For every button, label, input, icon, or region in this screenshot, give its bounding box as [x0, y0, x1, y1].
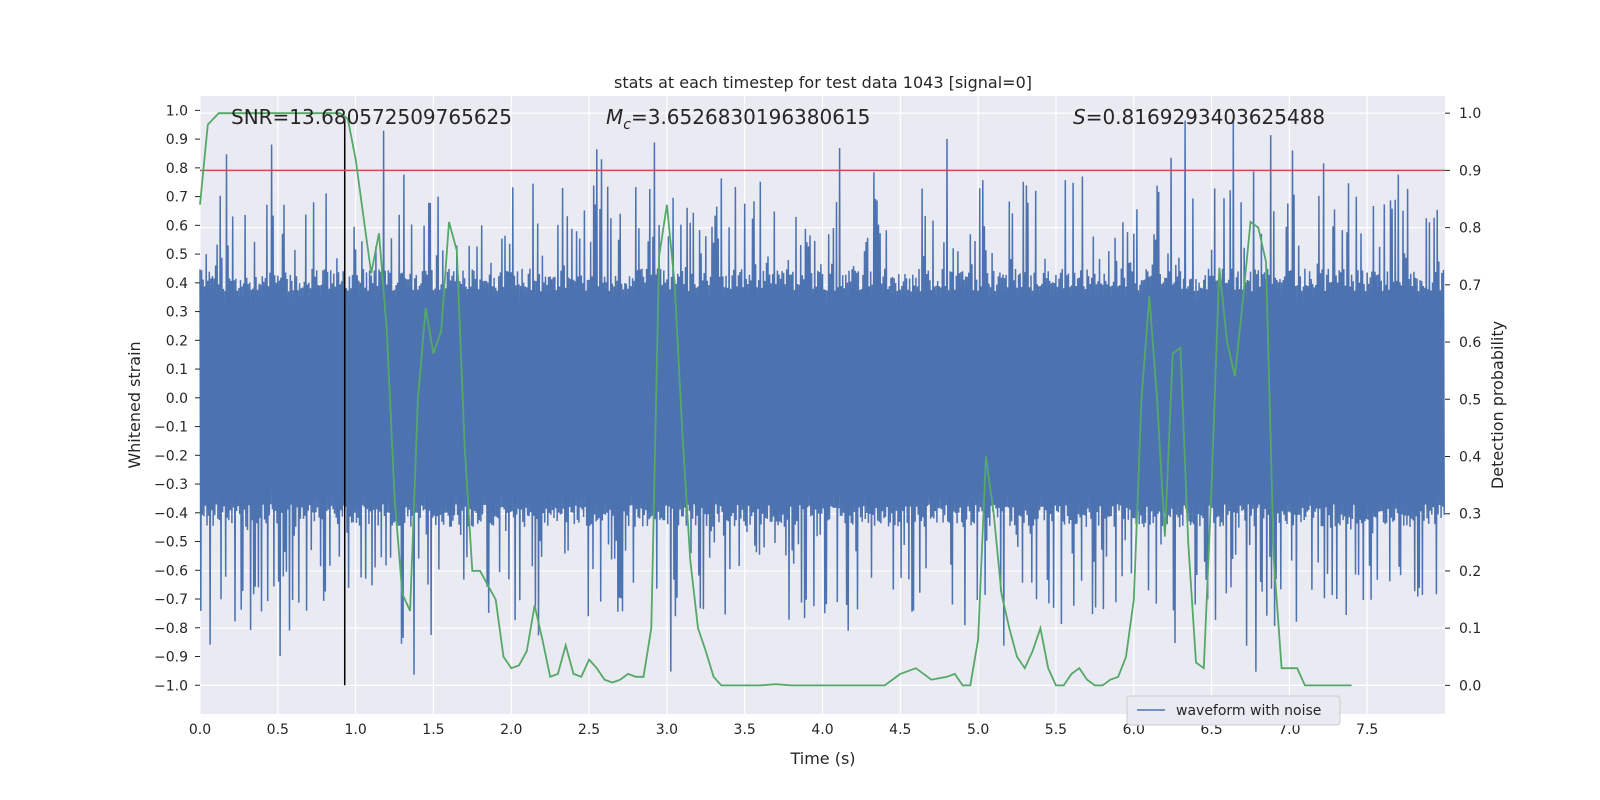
y2-axis-label: Detection probability — [1488, 321, 1507, 489]
y-tick-label: 0.8 — [166, 161, 188, 177]
x-tick-label: 0.5 — [267, 722, 289, 738]
y-tick-label: −0.8 — [154, 621, 188, 637]
y-tick-label: 0.0 — [166, 391, 188, 407]
chirp-mass-subscript: c — [623, 117, 631, 133]
x-tick-label: 4.5 — [889, 722, 911, 738]
y-tick-label: 0.2 — [166, 333, 188, 349]
y-tick-label: −1.0 — [154, 678, 188, 694]
y2-tick-label: 0.8 — [1459, 221, 1481, 237]
y2-tick-label: 0.2 — [1459, 564, 1481, 580]
y-tick-label: −0.2 — [154, 448, 188, 464]
y2-tick-label: 0.7 — [1459, 278, 1481, 294]
y-tick-label: −0.7 — [154, 592, 188, 608]
chart-title: stats at each timestep for test data 104… — [614, 73, 1032, 92]
probability-series — [199, 112, 1352, 687]
legend-label: waveform with noise — [1176, 703, 1321, 719]
x-tick-label: 1.5 — [422, 722, 444, 738]
y-axis-label: Whitened strain — [125, 341, 144, 468]
y-tick-label: 0.6 — [166, 218, 188, 234]
y-tick-label: −0.5 — [154, 535, 188, 551]
y-tick-label: −0.3 — [154, 477, 188, 493]
score-annotation: S=0.8169293403625488 — [1073, 105, 1325, 129]
chirp-mass-annotation: Mc=3.6526830196380615 — [606, 105, 870, 133]
x-tick-label: 5.0 — [967, 722, 989, 738]
x-tick-label: 7.5 — [1356, 722, 1378, 738]
y-tick-label: −0.9 — [154, 650, 188, 666]
x-tick-label: 5.5 — [1045, 722, 1067, 738]
x-tick-label: 4.0 — [811, 722, 833, 738]
y-tick-label: 0.4 — [166, 276, 188, 292]
y-tick-label: 0.1 — [166, 362, 188, 378]
chirp-mass-symbol: M — [606, 105, 623, 129]
y2-tick-label: 0.4 — [1459, 450, 1481, 466]
snr-annotation: SNR=13.680572509765625 — [231, 105, 512, 129]
y2-tick-label: 0.1 — [1459, 621, 1481, 637]
chirp-mass-value: =3.6526830196380615 — [631, 105, 870, 129]
score-value: =0.8169293403625488 — [1086, 105, 1325, 129]
x-tick-label: 6.0 — [1123, 722, 1145, 738]
x-tick-label: 1.0 — [344, 722, 366, 738]
x-tick-label: 0.0 — [189, 722, 211, 738]
y-tick-label: 0.3 — [166, 305, 188, 321]
y2-ticks: 0.0 0.1 0.2 0.3 0.4 0.5 0.6 0.7 0.8 0.9 1.0 — [1445, 106, 1481, 694]
x-tick-label: 3.0 — [656, 722, 678, 738]
y2-tick-label: 1.0 — [1459, 106, 1481, 122]
y-tick-label: −0.1 — [154, 420, 188, 436]
x-tick-label: 6.5 — [1200, 722, 1222, 738]
x-tick-label: 2.0 — [500, 722, 522, 738]
x-tick-label: 3.5 — [734, 722, 756, 738]
x-ticks: 0.0 0.5 1.0 1.5 2.0 2.5 3.0 3.5 4.0 4.5 5.0 5.5 6.0 6… — [189, 722, 1378, 738]
y2-tick-label: 0.5 — [1459, 392, 1481, 408]
y2-tick-label: 0.6 — [1459, 335, 1481, 351]
score-symbol: S — [1073, 105, 1086, 129]
y-tick-label: 0.9 — [166, 132, 188, 148]
legend: waveform with noise — [1126, 695, 1341, 726]
y-tick-label: 0.5 — [166, 247, 188, 263]
y-tick-label: 0.7 — [166, 190, 188, 206]
y2-tick-label: 0.9 — [1459, 163, 1481, 179]
waveform-series — [199, 120, 1445, 675]
y-tick-label: −0.4 — [154, 506, 188, 522]
x-axis-label: Time (s) — [789, 749, 855, 768]
y2-tick-label: 0.0 — [1459, 678, 1481, 694]
x-tick-label: 2.5 — [578, 722, 600, 738]
y-tick-label: 1.0 — [166, 103, 188, 119]
y2-tick-label: 0.3 — [1459, 507, 1481, 523]
legend-box — [1126, 695, 1341, 726]
y-ticks: −1.0 −0.9 −0.8 −0.7 −0.6 −0.5 −0.4 −0.3 −0.2 −0.1… — [154, 103, 200, 694]
x-tick-label: 7.0 — [1278, 722, 1300, 738]
y-tick-label: −0.6 — [154, 563, 188, 579]
